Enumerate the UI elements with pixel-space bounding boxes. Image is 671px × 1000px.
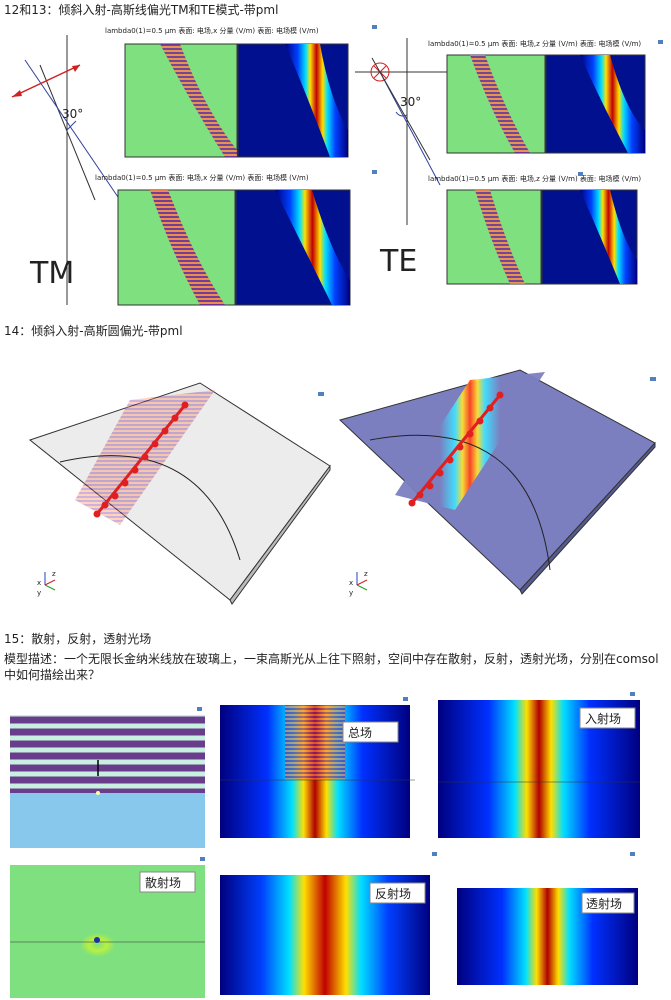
plot <box>446 172 638 285</box>
plot-caption: lambda0(1)=0.5 µm 表面: 电场,z 分量 (V/m) 表面: … <box>428 39 641 48</box>
axis-label: y <box>349 589 353 597</box>
axis-triad <box>356 572 368 591</box>
mode-label: TE <box>379 244 417 279</box>
axis-label: z <box>52 570 56 578</box>
description-box: 模型描述：一个无限长金纳米线放在玻璃上，一束高斯光从上往下照射，空间中存在散射，… <box>4 652 659 682</box>
section-title: 14：倾斜入射-高斯圆偏光-带pml <box>4 323 183 338</box>
section-title: 15：散射，反射，透射光场 <box>4 631 151 646</box>
angle-label: 30° <box>62 107 83 121</box>
section-title: 12和13：倾斜入射-高斯线偏光TM和TE模式-带pml <box>4 2 278 17</box>
axis-label: x <box>37 579 41 587</box>
plot <box>446 40 663 154</box>
plot <box>438 692 640 838</box>
field-label: 反射场 <box>375 886 411 901</box>
plot <box>220 697 415 838</box>
plot <box>220 852 437 995</box>
tm-diagram <box>11 35 121 305</box>
3d-plot <box>28 382 331 605</box>
axis-label: x <box>349 579 353 587</box>
plot-caption: lambda0(1)=0.5 µm 表面: 电场,z 分量 (V/m) 表面: … <box>428 174 641 183</box>
description: 模型描述：一个无限长金纳米线放在玻璃上，一束高斯光从上往下照射，空间中存在散射，… <box>4 652 659 682</box>
plot <box>117 170 377 306</box>
field-label: 总场 <box>348 726 372 740</box>
axis-triad <box>44 572 56 591</box>
field-label: 散射场 <box>145 875 181 890</box>
angle-label: 30° <box>400 95 421 109</box>
plot <box>457 852 638 985</box>
plot-caption: lambda0(1)=0.5 µm 表面: 电场,x 分量 (V/m) 表面: … <box>95 173 309 182</box>
plot <box>124 25 377 158</box>
plot-caption: lambda0(1)=0.5 µm 表面: 电场,x 分量 (V/m) 表面: … <box>105 26 319 35</box>
axis-label: z <box>364 570 368 578</box>
field-label: 透射场 <box>586 896 622 911</box>
field-label: 入射场 <box>585 711 621 726</box>
3d-plot <box>339 369 656 595</box>
mode-label: TM <box>29 256 74 291</box>
axis-label: y <box>37 589 41 597</box>
plot <box>10 707 205 848</box>
plot <box>10 857 205 998</box>
